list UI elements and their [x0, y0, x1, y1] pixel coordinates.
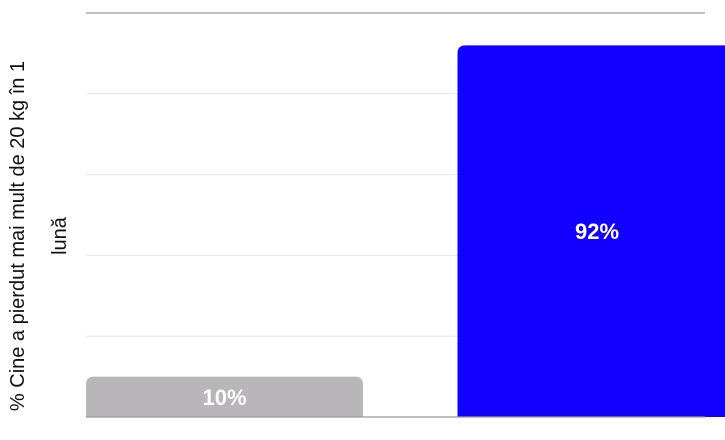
- bar-labels: 10% 92%: [202, 219, 619, 410]
- bar-1-data-label: 10%: [202, 385, 246, 410]
- y-axis-title: % Cine a pierdut mai mult de 20 kg în 1 …: [7, 61, 71, 411]
- y-axis-title-line-2: lună: [49, 216, 71, 255]
- bar-2-data-label: 92%: [575, 219, 619, 244]
- bars: [86, 45, 725, 417]
- bar-2: [457, 45, 725, 417]
- y-axis-title-line-1: % Cine a pierdut mai mult de 20 kg în 1: [7, 61, 29, 411]
- bar-1: [86, 376, 363, 417]
